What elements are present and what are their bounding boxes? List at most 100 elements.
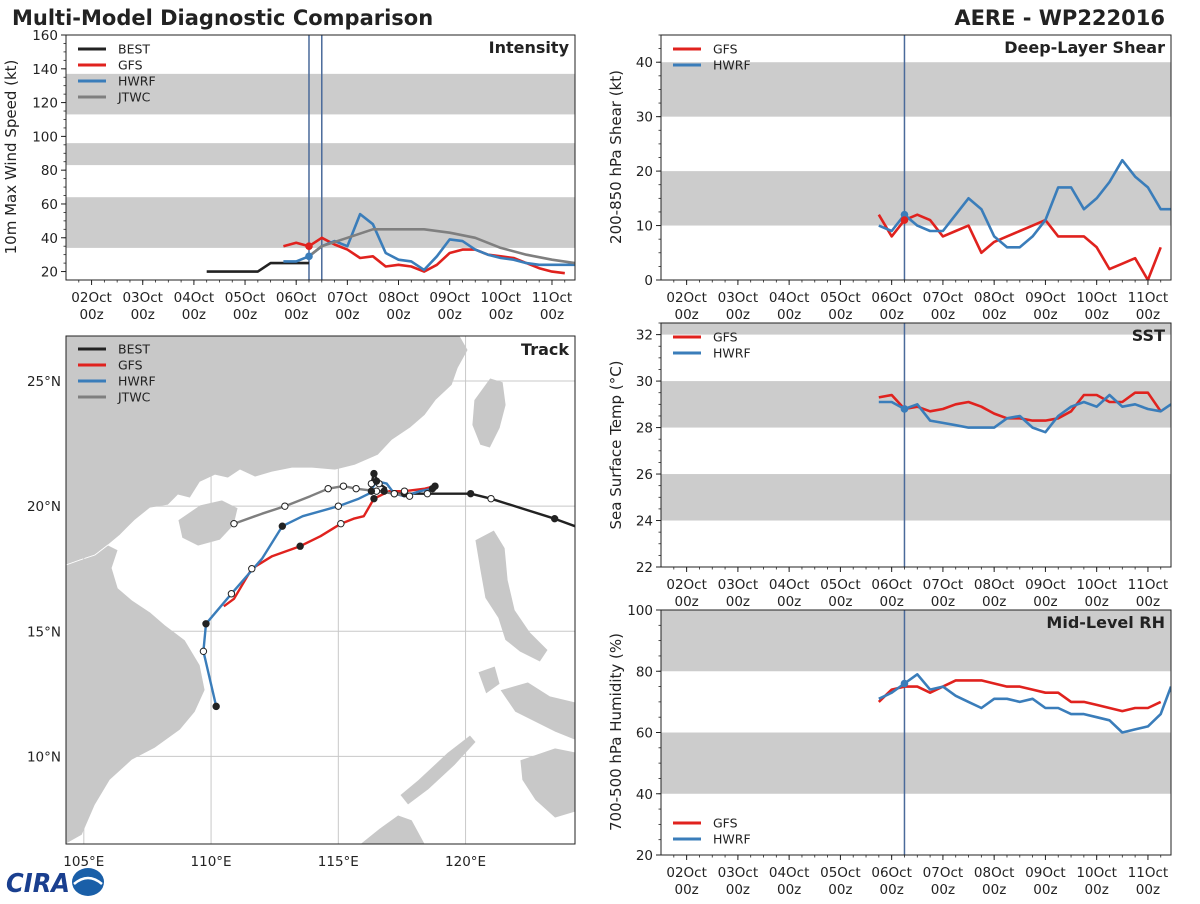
intensity-xtick-label: 09Oct [429,290,470,306]
sst-legend-label-gfs: GFS [713,330,738,345]
rh-xtick-sublabel: 00z [880,882,904,898]
shear-xtick-sublabel: 00z [1033,307,1057,323]
logo-text: CIRA [6,869,70,899]
sst-xtick-label: 02Oct [666,577,707,593]
intensity-xtick-sublabel: 00z [182,307,206,323]
sst-band-0 [661,474,1171,521]
track-legend-label-jtwc: JTWC [117,390,151,405]
track-title: Track [521,340,569,359]
rh-series-hwrf [878,672,1171,734]
rh-legend-label-hwrf: HWRF [713,832,751,847]
logo-wave-icon [73,876,103,885]
intensity-legend-label-jtwc: JTWC [117,90,151,105]
track-point-gfs [296,542,304,550]
rh-xtick-sublabel: 00z [1085,882,1109,898]
intensity-series-best [206,261,309,273]
intensity-xtick-label: 06Oct [276,290,317,306]
rh-ytick-label: 60 [636,726,653,742]
track-lon-label: 110°E [191,854,232,870]
cira-logo: CIRA [6,868,104,899]
sst-legend-label-hwrf: HWRF [713,346,751,361]
rh-ytick-label: 100 [627,603,653,619]
sst-xtick-sublabel: 00z [1033,594,1057,610]
shear-xtick-label: 11Oct [1128,290,1169,306]
rh-xtick-sublabel: 00z [931,882,955,898]
rh-title: Mid-Level RH [1046,613,1165,632]
intensity-ytick-label: 80 [41,163,58,179]
sst-ytick-label: 32 [636,328,653,344]
track-point-jtwc [230,519,238,528]
intensity-ytick-label: 140 [32,62,58,78]
intensity-legend-label-hwrf: HWRF [118,74,156,89]
track-frame [65,335,576,845]
rh-xtick-label: 03Oct [718,865,759,881]
sst-xtick-label: 07Oct [923,577,964,593]
track-panel: 105°E 110°E 115°E 120°E 10°N 15°N 20°N 25°N Tra… [27,335,576,870]
rh-xtick-sublabel: 00z [1136,882,1160,898]
track-point-best [367,487,376,495]
track-point-jtwc [324,484,332,493]
track-point-jtwc [405,492,414,500]
intensity-xtick-sublabel: 00z [438,307,462,323]
track-lat-label: 15°N [27,624,61,640]
shear-marker-hwrf-0 [900,210,909,219]
rh-xtick-label: 04Oct [769,865,810,881]
shear-band-0 [661,171,1171,226]
intensity-band-1 [66,143,575,166]
intensity-xtick-sublabel: 00z [233,307,257,323]
track-point-gfs [400,487,409,495]
intensity-xtick-sublabel: 00z [335,307,359,323]
rh-xtick-sublabel: 00z [828,882,852,898]
shear-xtick-label: 06Oct [871,290,912,306]
rh-ytick-label: 20 [636,848,653,864]
shear-xtick-label: 09Oct [1025,290,1066,306]
rh-xtick-label: 09Oct [1025,865,1066,881]
track-point-gfs [248,565,256,573]
sst-xtick-label: 10Oct [1076,577,1117,593]
shear-xtick-sublabel: 00z [674,307,698,323]
intensity-ylabel: 10m Max Wind Speed (kt) [2,60,20,255]
sst-ytick-label: 24 [636,514,653,530]
intensity-xtick-sublabel: 00z [386,307,410,323]
sst-xtick-sublabel: 00z [880,594,904,610]
track-point-hwrf [372,477,381,485]
track-lat-label: 25°N [27,374,61,390]
track-lon-label: 120°E [445,854,486,870]
shear-legend-label-gfs: GFS [713,42,738,57]
storm-id: AERE - WP222016 [954,6,1165,30]
track-point-best [550,514,559,523]
rh-xtick-sublabel: 00z [982,882,1006,898]
shear-band-1 [661,62,1171,117]
land-visayas [499,681,575,741]
track-lon-label: 105°E [63,854,104,870]
shear-xtick-sublabel: 00z [777,307,801,323]
sst-marker-hwrf-0 [900,405,909,413]
intensity-ytick-label: 160 [32,28,58,44]
rh-panel: 2040608010002Oct00z03Oct00z04Oct00z05Oct… [607,603,1172,898]
shear-xtick-label: 08Oct [974,290,1015,306]
intensity-xtick-label: 07Oct [327,290,368,306]
intensity-xtick-label: 10Oct [481,290,522,306]
rh-xtick-label: 06Oct [871,865,912,881]
land-china [66,336,469,566]
track-point-best [487,494,495,503]
shear-title: Deep-Layer Shear [1004,38,1165,57]
map-land [66,336,575,844]
sst-series-gfs [878,391,1162,422]
rh-band-1 [661,610,1171,672]
shear-xtick-label: 03Oct [718,290,759,306]
sst-xtick-label: 05Oct [820,577,861,593]
intensity-xtick-sublabel: 00z [79,307,103,323]
intensity-xtick-sublabel: 00z [284,307,308,323]
shear-xtick-label: 02Oct [666,290,707,306]
intensity-ytick-label: 40 [41,231,58,247]
rh-band-0 [661,732,1171,794]
sst-ytick-label: 22 [636,560,653,576]
track-line-gfs [223,484,436,608]
shear-series-gfs [877,213,1162,280]
intensity-panel: 2040608010012014016002Oct00z03Oct00z04Oc… [2,28,576,323]
track-point-jtwc [352,484,360,493]
land-mindanao [519,747,575,819]
land-luzon [474,529,549,663]
rh-xtick-label: 02Oct [666,865,707,881]
